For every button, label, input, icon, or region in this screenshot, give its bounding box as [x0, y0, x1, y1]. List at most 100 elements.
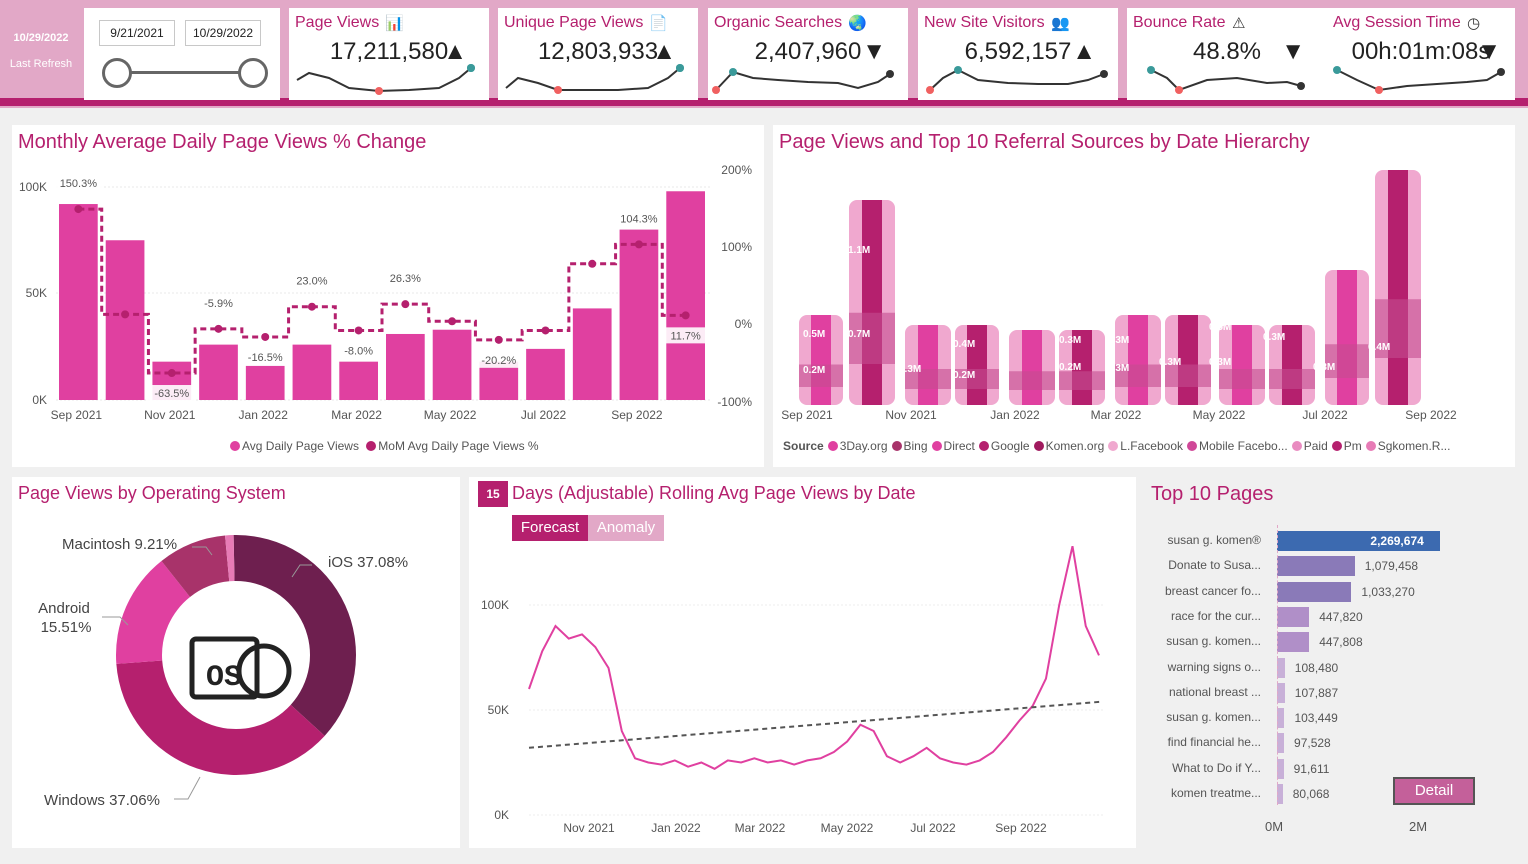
page-bar[interactable]: [1277, 531, 1441, 551]
page-bar[interactable]: [1277, 733, 1285, 754]
sparkline-min-point: [712, 86, 720, 94]
page-bar[interactable]: [1277, 606, 1310, 627]
page-label[interactable]: susan g. komen...: [1166, 634, 1261, 649]
page-bar[interactable]: [1277, 758, 1284, 779]
value-label: 0.3M: [1313, 362, 1335, 373]
kpi-card-avg-session-time[interactable]: Avg Session Time ◷ 00h:01m:08s ▼: [1327, 8, 1515, 100]
page-bar[interactable]: [1277, 682, 1285, 703]
page-label[interactable]: Donate to Susa...: [1168, 558, 1261, 573]
legend-item[interactable]: Bing: [903, 439, 928, 453]
date-from-input[interactable]: 9/21/2021: [99, 20, 175, 46]
legend-dot: [891, 441, 902, 451]
pct-label-text: -63.5%: [154, 388, 189, 400]
legend-item[interactable]: Paid: [1303, 439, 1328, 453]
page-bar[interactable]: [1277, 657, 1285, 678]
page-label[interactable]: race for the cur...: [1170, 608, 1261, 623]
y-left-tick: 50K: [26, 286, 47, 300]
kpi-sparkline: [712, 68, 894, 94]
kpi-value: 12,803,933: [537, 38, 659, 65]
monthly-change-chart: 100K 50K 0K 200% 100% 0% -100% 150.3% -63.5% -5.9…: [19, 163, 752, 422]
value-label: 0.4M: [1368, 342, 1390, 353]
page-bar[interactable]: [1277, 632, 1310, 653]
legend-item[interactable]: 3Day.org: [839, 439, 888, 453]
x-tick: Sep 2022: [995, 821, 1047, 835]
slider-start-handle[interactable]: [102, 58, 132, 88]
sparkline-max-point: [954, 66, 962, 74]
sparkline-line: [1150, 69, 1302, 92]
kpi-card-bounce-rate[interactable]: Bounce Rate ⚠ 48.8% ▼: [1127, 8, 1327, 100]
page-label[interactable]: warning signs o...: [1167, 659, 1261, 674]
page-bar[interactable]: [1277, 708, 1285, 729]
slice-android: [116, 560, 191, 664]
rolling-window-input[interactable]: 15: [478, 481, 508, 507]
mom-point: [121, 310, 130, 319]
detail-button[interactable]: Detail: [1393, 777, 1475, 805]
y-left-tick: 0K: [32, 393, 47, 407]
value-label: 0.3M: [899, 364, 921, 375]
legend-item[interactable]: Pm: [1343, 439, 1362, 453]
ribbon-core: [1232, 325, 1252, 405]
slider-track: [117, 71, 255, 74]
page-label[interactable]: breast cancer fo...: [1164, 583, 1261, 598]
x-tick: May 2022: [1193, 408, 1246, 422]
date-to-input[interactable]: 10/29/2022: [185, 20, 261, 46]
leader-android: [102, 616, 129, 626]
kpi-card-organic-searches[interactable]: Organic Searches 🌏 2,407,960 ▼: [708, 8, 908, 100]
legend-dot: [1365, 441, 1376, 451]
sparkline-max-point: [729, 68, 737, 76]
kpi-card-new-site-visitors[interactable]: New Site Visitors 👥 6,592,157 ▲: [918, 8, 1118, 100]
legend-mom-label[interactable]: MoM Avg Daily Page Views %: [378, 439, 539, 453]
value-label: 0.5M: [803, 329, 825, 340]
kpi-card-unique-page-views[interactable]: Unique Page Views 📄 12,803,933 ▲: [498, 8, 698, 100]
monthly-change-panel: Monthly Average Daily Page Views % Chang…: [12, 125, 764, 467]
x-tick: Jan 2022: [239, 408, 289, 422]
page-label[interactable]: susan g. komen®: [1167, 533, 1261, 547]
legend-item[interactable]: Direct: [943, 439, 975, 453]
kpi-users-icon: 👥: [1051, 15, 1070, 32]
page-value: 103,449: [1294, 711, 1338, 726]
slider-end-handle[interactable]: [238, 58, 268, 88]
legend-item[interactable]: Mobile Facebo...: [1199, 439, 1288, 453]
referral-sources-panel: Page Views and Top 10 Referral Sources b…: [773, 125, 1515, 467]
value-label: 0.5M: [1209, 322, 1231, 333]
os-panel: Page Views by Operating System OS iOS 37.…: [12, 477, 460, 848]
referral-sources-title: Page Views and Top 10 Referral Sources b…: [779, 131, 1310, 153]
page-bar[interactable]: [1277, 784, 1283, 804]
page-label[interactable]: What to Do if Y...: [1172, 760, 1261, 775]
bar-Mar-2022: [339, 361, 378, 400]
kpi-clock-icon: ◷: [1467, 15, 1481, 32]
page-label[interactable]: susan g. komen...: [1166, 710, 1261, 725]
ribbon-band: [849, 312, 895, 364]
legend-dot: [978, 441, 989, 451]
mom-point: [541, 326, 550, 335]
anomaly-button[interactable]: Anomaly: [588, 515, 664, 541]
sparkline-line: [929, 68, 1105, 91]
mom-line: [78, 207, 686, 375]
legend-dot-avg: [230, 441, 240, 451]
legend-item[interactable]: L.Facebook: [1120, 439, 1183, 453]
trend-line: [528, 700, 1104, 749]
pct-label-bg: [194, 294, 243, 311]
os-icon-disc: [236, 643, 292, 699]
page-label[interactable]: national breast ...: [1168, 684, 1261, 699]
page-bar[interactable]: [1277, 581, 1352, 602]
y-right-tick: 100%: [721, 240, 752, 254]
legend-dot: [1108, 441, 1119, 451]
sparkline-line: [296, 67, 472, 93]
page-label[interactable]: find financial he...: [1167, 735, 1261, 750]
page-bar[interactable]: [1277, 556, 1355, 577]
sparkline-min-point: [926, 86, 934, 94]
y-tick: 0K: [494, 808, 509, 822]
kpi-card-page-views[interactable]: Page Views 📊 17,211,580 ▲: [289, 8, 489, 100]
ribbon-band: [1325, 344, 1369, 378]
x-tick: Mar 2022: [735, 821, 786, 835]
forecast-button[interactable]: Forecast: [512, 515, 588, 541]
pct-label-bg: [287, 272, 336, 289]
page-label[interactable]: komen treatme...: [1170, 786, 1261, 800]
sparkline-last-point: [1497, 68, 1505, 76]
legend-item[interactable]: Komen.org: [1045, 439, 1105, 453]
legend-item[interactable]: Google: [990, 439, 1030, 453]
bar-Aug-2022: [572, 308, 612, 400]
legend-item[interactable]: Sgkomen.R...: [1377, 439, 1451, 453]
legend-avg-label[interactable]: Avg Daily Page Views: [242, 439, 359, 453]
